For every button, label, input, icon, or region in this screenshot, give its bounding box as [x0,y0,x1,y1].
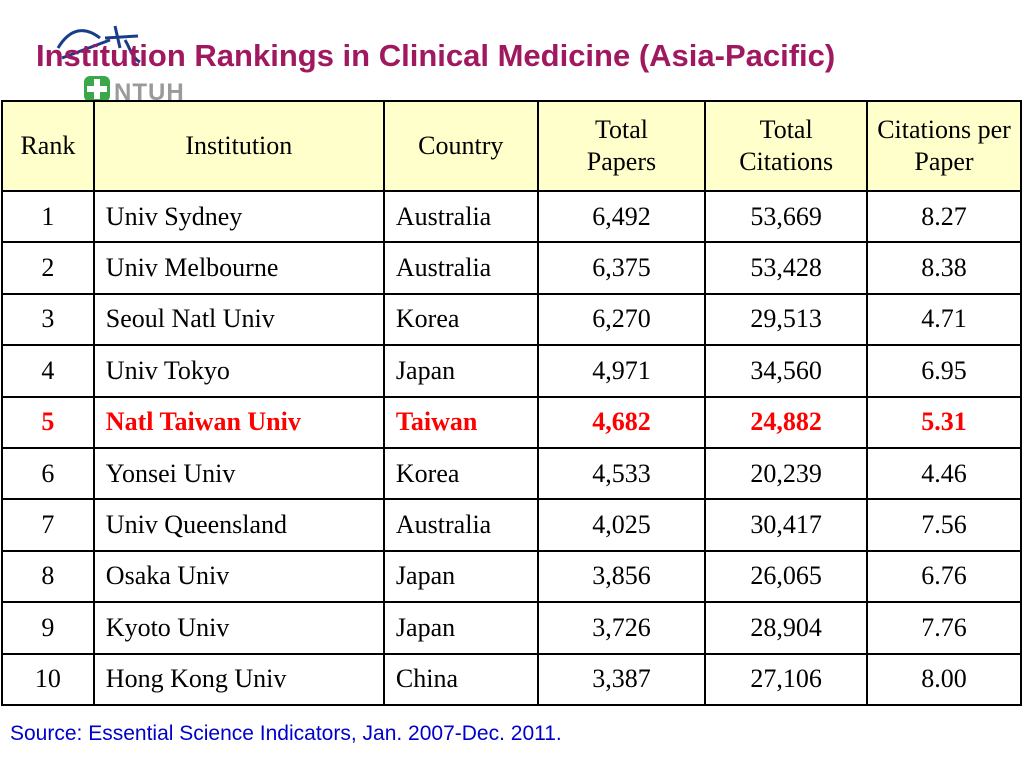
cell-total-citations: 28,904 [704,601,869,655]
cell-total-citations: 30,417 [704,498,869,552]
cell-country: China [382,652,539,706]
cell-institution: Osaka Univ [92,549,385,604]
cell-total-papers: 3,387 [536,652,707,706]
header-total-papers: Total Papers [536,100,707,192]
table-row: 2 Univ Melbourne Australia 6,375 53,428 8.38 [1,241,1022,295]
cell-total-papers: 6,492 [536,189,707,244]
cell-total-papers: 3,726 [536,601,707,655]
cell-citations-per-paper: 8.38 [866,241,1022,295]
cell-country: Japan [382,601,539,655]
table-row: 9 Kyoto Univ Japan 3,726 28,904 7.76 [1,601,1022,655]
source-note: Source: Essential Science Indicators, Ja… [10,722,562,745]
table-row: 6 Yonsei Univ Korea 4,533 20,239 4.46 [1,446,1022,501]
cell-total-papers: 4,971 [536,344,707,398]
cell-institution: Kyoto Univ [92,601,385,655]
cell-rank: 9 [1,601,95,655]
cell-rank: 3 [1,292,95,347]
cell-citations-per-paper: 4.46 [866,446,1022,501]
header-institution: Institution [92,100,385,192]
cell-country: Australia [382,189,539,244]
table-header-row: Rank Institution Country Total Papers To… [1,100,1022,192]
cell-citations-per-paper: 4.71 [866,292,1022,347]
svg-text:NTUH: NTUH [114,79,185,100]
cell-rank: 1 [1,189,95,244]
cell-country: Korea [382,446,539,501]
table-row: 5 Natl Taiwan Univ Taiwan 4,682 24,882 5.31 [1,395,1022,449]
cell-institution: Hong Kong Univ [92,652,385,706]
cell-citations-per-paper: 5.31 [866,395,1022,449]
cell-total-citations: 34,560 [704,344,869,398]
cell-total-citations: 24,882 [704,395,869,449]
cell-total-papers: 6,375 [536,241,707,295]
cell-rank: 10 [1,652,95,706]
cell-citations-per-paper: 8.27 [866,189,1022,244]
table-row: 7 Univ Queensland Australia 4,025 30,417 7.56 [1,498,1022,552]
header-total-citations-label: Total Citations [739,114,834,177]
header-rank: Rank [1,100,95,192]
header-citations-per-paper: Citations per Paper [866,100,1022,192]
cell-rank: 5 [1,395,95,449]
cell-institution: Univ Melbourne [92,241,385,295]
cell-total-papers: 4,533 [536,446,707,501]
table-row: 4 Univ Tokyo Japan 4,971 34,560 6.95 [1,344,1022,398]
cell-rank: 6 [1,446,95,501]
cell-country: Korea [382,292,539,347]
header-country: Country [382,100,539,192]
cell-country: Japan [382,549,539,604]
cell-total-citations: 26,065 [704,549,869,604]
cell-total-papers: 4,682 [536,395,707,449]
cell-total-papers: 4,025 [536,498,707,552]
table-row: 3 Seoul Natl Univ Korea 6,270 29,513 4.71 [1,292,1022,347]
cell-rank: 7 [1,498,95,552]
table-row: 1 Univ Sydney Australia 6,492 53,669 8.27 [1,189,1022,244]
cell-citations-per-paper: 6.76 [866,549,1022,604]
cell-country: Australia [382,241,539,295]
table-row: 8 Osaka Univ Japan 3,856 26,065 6.76 [1,549,1022,604]
table-row: 10 Hong Kong Univ China 3,387 27,106 8.00 [1,652,1022,706]
cell-citations-per-paper: 8.00 [866,652,1022,706]
cell-citations-per-paper: 6.95 [866,344,1022,398]
cell-rank: 2 [1,241,95,295]
cell-rank: 4 [1,344,95,398]
header-citations-per-paper-label: Citations per Paper [877,114,1011,177]
cell-total-citations: 53,669 [704,189,869,244]
cell-institution: Seoul Natl Univ [92,292,385,347]
cell-rank: 8 [1,549,95,604]
cell-total-citations: 53,428 [704,241,869,295]
header-total-papers-label: Total Papers [586,114,657,177]
cell-total-citations: 29,513 [704,292,869,347]
cell-total-citations: 27,106 [704,652,869,706]
rankings-table: Rank Institution Country Total Papers To… [1,100,1022,706]
cell-institution: Yonsei Univ [92,446,385,501]
cell-country: Taiwan [382,395,539,449]
cell-country: Japan [382,344,539,398]
cell-institution: Univ Sydney [92,189,385,244]
table-body: 1 Univ Sydney Australia 6,492 53,669 8.27 2 Uni… [1,189,1022,706]
page-title: Institution Rankings in Clinical Medicin… [36,38,836,73]
cell-citations-per-paper: 7.76 [866,601,1022,655]
cell-country: Australia [382,498,539,552]
header-total-citations: Total Citations [704,100,869,192]
cell-total-papers: 3,856 [536,549,707,604]
cell-institution: Univ Tokyo [92,344,385,398]
cell-total-papers: 6,270 [536,292,707,347]
cell-total-citations: 20,239 [704,446,869,501]
cell-citations-per-paper: 7.56 [866,498,1022,552]
cell-institution: Natl Taiwan Univ [92,395,385,449]
cell-institution: Univ Queensland [92,498,385,552]
